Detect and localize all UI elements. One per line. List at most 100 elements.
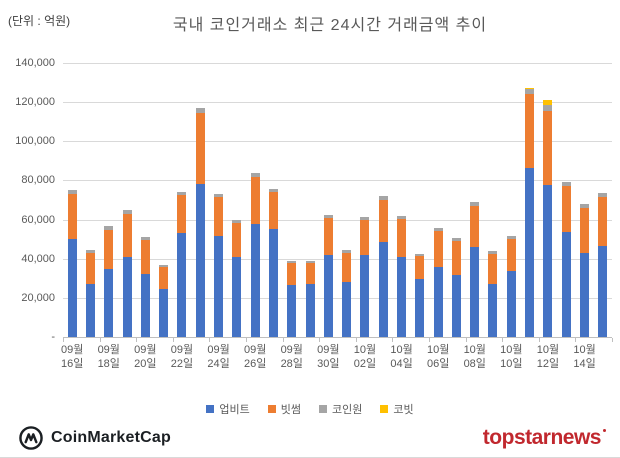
bar-segment-코인원 bbox=[140, 237, 150, 241]
gridline bbox=[63, 297, 612, 299]
legend-item-코인원: 코인원 bbox=[319, 401, 362, 417]
bar-segment-업비트 bbox=[122, 256, 132, 337]
x-axis-tick bbox=[172, 338, 174, 342]
x-axis-tick bbox=[319, 338, 321, 342]
bar-segment-빗썸 bbox=[360, 219, 370, 255]
bar-segment-빗썸 bbox=[598, 197, 608, 246]
y-tick-label: 80,000 bbox=[21, 174, 55, 187]
bar-segment-코인원 bbox=[488, 250, 498, 254]
bar-segment-업비트 bbox=[378, 242, 388, 337]
bar-segment-코인원 bbox=[378, 196, 388, 201]
bar-segment-빗썸 bbox=[396, 218, 406, 257]
bar-segment-코빗 bbox=[525, 88, 535, 90]
x-tick-label: 10월 06일 bbox=[426, 344, 450, 370]
bar-segment-업비트 bbox=[305, 284, 315, 337]
bar-segment-업비트 bbox=[85, 284, 95, 337]
bar-segment-업비트 bbox=[287, 285, 297, 337]
x-tick-label: 10월 04일 bbox=[390, 344, 413, 370]
bar-segment-업비트 bbox=[195, 184, 205, 337]
bar-segment-업비트 bbox=[433, 266, 443, 337]
x-axis-tick bbox=[612, 338, 613, 342]
x-axis-tick bbox=[355, 338, 357, 342]
x-axis-tick bbox=[502, 338, 504, 342]
bar-segment-코인원 bbox=[470, 201, 480, 206]
bar-segment-코인원 bbox=[342, 249, 352, 253]
bar-10월06일 bbox=[429, 63, 447, 337]
bar-segment-빗썸 bbox=[378, 200, 388, 243]
bar-segment-코인원 bbox=[214, 194, 224, 198]
bar-segment-빗썸 bbox=[488, 253, 498, 285]
bar-segment-빗썸 bbox=[287, 262, 297, 286]
bar-segment-빗썸 bbox=[433, 231, 443, 267]
bar-segment-빗썸 bbox=[561, 186, 571, 233]
bar-09월23일 bbox=[191, 63, 209, 337]
bar-10월03일 bbox=[374, 63, 392, 337]
bar-segment-빗썸 bbox=[214, 197, 224, 237]
footer: CoinMarketCap topstarnews bbox=[0, 421, 620, 455]
bar-09월28일 bbox=[283, 63, 301, 337]
x-tick-label: 10월 08일 bbox=[463, 344, 486, 370]
bar-segment-코인원 bbox=[195, 108, 205, 113]
bar-segment-코인원 bbox=[159, 264, 169, 267]
bar-segment-코인원 bbox=[415, 253, 425, 256]
bar-10월11일 bbox=[520, 63, 538, 337]
y-tick-label: - bbox=[51, 331, 55, 343]
bar-segment-빗썸 bbox=[451, 241, 461, 276]
bar-segment-코인원 bbox=[451, 238, 461, 242]
x-axis-tick bbox=[429, 338, 430, 342]
bar-10월09일 bbox=[484, 63, 502, 337]
bar-10월08일 bbox=[466, 63, 484, 337]
legend-swatch-icon bbox=[380, 405, 389, 413]
bar-segment-빗썸 bbox=[525, 94, 535, 168]
bar-segment-업비트 bbox=[488, 284, 498, 337]
bar-segment-빗썸 bbox=[140, 240, 150, 275]
bar-segment-업비트 bbox=[451, 275, 461, 337]
bar-segment-빗썸 bbox=[305, 262, 315, 285]
bar-09월29일 bbox=[301, 63, 319, 337]
y-tick-label: 120,000 bbox=[15, 96, 55, 109]
bar-10월14일 bbox=[575, 63, 593, 337]
bar-segment-업비트 bbox=[250, 224, 260, 337]
bar-segment-빗썸 bbox=[342, 252, 352, 283]
bar-09월20일 bbox=[136, 63, 154, 337]
legend-label: 코인원 bbox=[332, 404, 363, 416]
bar-segment-업비트 bbox=[525, 167, 535, 337]
x-axis-tick bbox=[209, 338, 211, 342]
gridline bbox=[63, 258, 612, 260]
y-tick-label: 140,000 bbox=[15, 57, 55, 69]
bar-segment-빗썸 bbox=[104, 230, 114, 270]
bar-segment-업비트 bbox=[232, 256, 242, 337]
bar-segment-빗썸 bbox=[159, 266, 169, 290]
bar-10월13일 bbox=[557, 63, 575, 337]
x-axis-line bbox=[63, 337, 612, 338]
bar-segment-빗썸 bbox=[232, 222, 242, 257]
bar-segment-코인원 bbox=[305, 260, 315, 263]
x-axis-tick bbox=[282, 338, 284, 342]
bar-segment-업비트 bbox=[561, 232, 571, 337]
bar-segment-코빗 bbox=[543, 100, 553, 106]
x-axis-tick bbox=[99, 338, 101, 342]
bar-09월30일 bbox=[319, 63, 337, 337]
bar-segment-빗썸 bbox=[85, 252, 95, 285]
x-axis-tick bbox=[465, 338, 467, 342]
plot-area bbox=[63, 63, 612, 337]
bar-segment-빗썸 bbox=[122, 213, 132, 257]
bar-10월07일 bbox=[447, 63, 465, 337]
x-tick-label: 10월 02일 bbox=[353, 344, 377, 370]
bar-segment-코인원 bbox=[232, 219, 242, 223]
gridline bbox=[63, 219, 612, 221]
bar-segment-빗썸 bbox=[67, 194, 77, 240]
x-tick-label: 09월 22일 bbox=[170, 344, 194, 370]
bar-segment-빗썸 bbox=[177, 195, 187, 234]
x-axis-tick bbox=[392, 338, 394, 342]
legend-label: 업비트 bbox=[219, 404, 250, 416]
bar-segment-코인원 bbox=[122, 209, 132, 214]
gridline bbox=[63, 180, 612, 182]
bar-segment-코인원 bbox=[250, 172, 260, 177]
y-tick-label: 100,000 bbox=[15, 135, 55, 148]
bar-segment-빗썸 bbox=[470, 205, 480, 247]
y-tick-label: 20,000 bbox=[21, 291, 55, 304]
bar-09월27일 bbox=[264, 63, 282, 337]
bar-10월05일 bbox=[411, 63, 429, 337]
bar-10월02일 bbox=[356, 63, 374, 337]
